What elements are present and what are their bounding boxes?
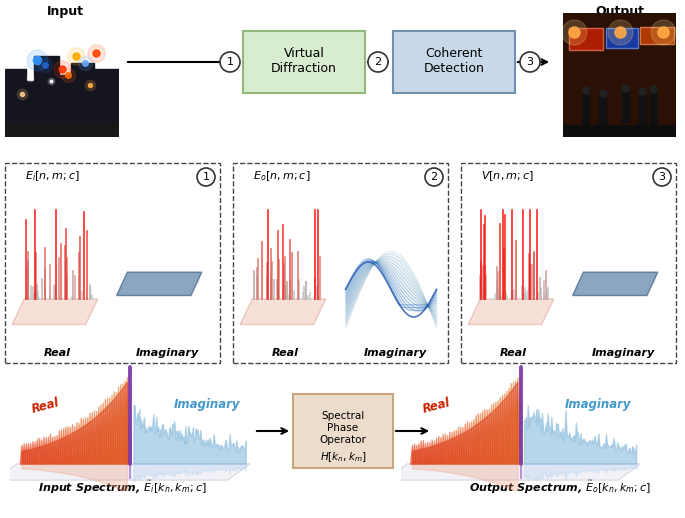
Text: Virtual
Diffraction: Virtual Diffraction xyxy=(271,47,337,75)
Bar xyxy=(563,125,676,137)
Text: 2: 2 xyxy=(430,172,438,182)
Bar xyxy=(23,81,36,137)
Text: 3: 3 xyxy=(527,57,534,67)
Bar xyxy=(5,122,119,137)
Circle shape xyxy=(425,168,443,186)
Text: Imaginary: Imaginary xyxy=(174,397,240,411)
Text: Real: Real xyxy=(421,396,451,416)
Polygon shape xyxy=(573,272,658,295)
Text: Real: Real xyxy=(271,348,299,358)
Text: Coherent
Detection: Coherent Detection xyxy=(423,47,484,75)
Bar xyxy=(639,95,645,126)
Text: Imaginary: Imaginary xyxy=(136,348,199,358)
FancyBboxPatch shape xyxy=(243,31,365,93)
Bar xyxy=(599,96,606,127)
Bar xyxy=(5,69,26,137)
Bar xyxy=(640,26,674,44)
Text: 1: 1 xyxy=(227,57,234,67)
Text: 2: 2 xyxy=(375,57,382,67)
Circle shape xyxy=(520,52,540,72)
Circle shape xyxy=(220,52,240,72)
Polygon shape xyxy=(468,299,554,324)
Text: Output Spectrum, $\tilde{E}_o[k_n, k_m; c]$: Output Spectrum, $\tilde{E}_o[k_n, k_m; … xyxy=(469,479,651,496)
Text: $E_i[n,m;c]$: $E_i[n,m;c]$ xyxy=(25,169,80,183)
Polygon shape xyxy=(0,464,250,480)
Text: Imaginary: Imaginary xyxy=(363,348,427,358)
FancyBboxPatch shape xyxy=(5,163,220,363)
Text: Real: Real xyxy=(44,348,71,358)
FancyBboxPatch shape xyxy=(461,163,676,363)
Text: Imaginary: Imaginary xyxy=(564,397,631,411)
Text: $V[n,m;c]$: $V[n,m;c]$ xyxy=(481,169,534,183)
Text: 3: 3 xyxy=(658,172,666,182)
FancyBboxPatch shape xyxy=(233,163,448,363)
Circle shape xyxy=(197,168,215,186)
Polygon shape xyxy=(116,272,202,295)
Circle shape xyxy=(653,168,671,186)
Text: $E_o[n,m;c]$: $E_o[n,m;c]$ xyxy=(253,169,310,183)
Bar xyxy=(606,28,638,48)
Bar xyxy=(622,91,629,122)
Text: Imaginary: Imaginary xyxy=(591,348,655,358)
Bar xyxy=(569,28,603,50)
Circle shape xyxy=(368,52,388,72)
Text: Input: Input xyxy=(47,5,84,18)
Bar xyxy=(606,28,638,48)
FancyBboxPatch shape xyxy=(393,31,515,93)
Bar xyxy=(582,94,589,125)
Text: Real: Real xyxy=(499,348,527,358)
Bar xyxy=(34,56,59,137)
Text: Input Spectrum, $\tilde{E}_i[k_n, k_m; c]$: Input Spectrum, $\tilde{E}_i[k_n, k_m; c… xyxy=(38,479,206,496)
Bar xyxy=(640,26,674,44)
Bar xyxy=(56,75,73,137)
Bar xyxy=(650,93,657,124)
Polygon shape xyxy=(385,464,640,480)
Polygon shape xyxy=(12,299,98,324)
Text: Output: Output xyxy=(595,5,645,18)
FancyBboxPatch shape xyxy=(293,394,393,468)
Bar xyxy=(569,28,603,50)
Text: 1: 1 xyxy=(203,172,210,182)
Text: Real: Real xyxy=(30,396,61,416)
Polygon shape xyxy=(240,299,326,324)
Bar xyxy=(91,69,119,137)
Text: $H[k_n, k_m]$: $H[k_n, k_m]$ xyxy=(320,450,366,464)
Bar xyxy=(71,63,94,137)
Text: Spectral
Phase
Operator: Spectral Phase Operator xyxy=(320,411,366,444)
